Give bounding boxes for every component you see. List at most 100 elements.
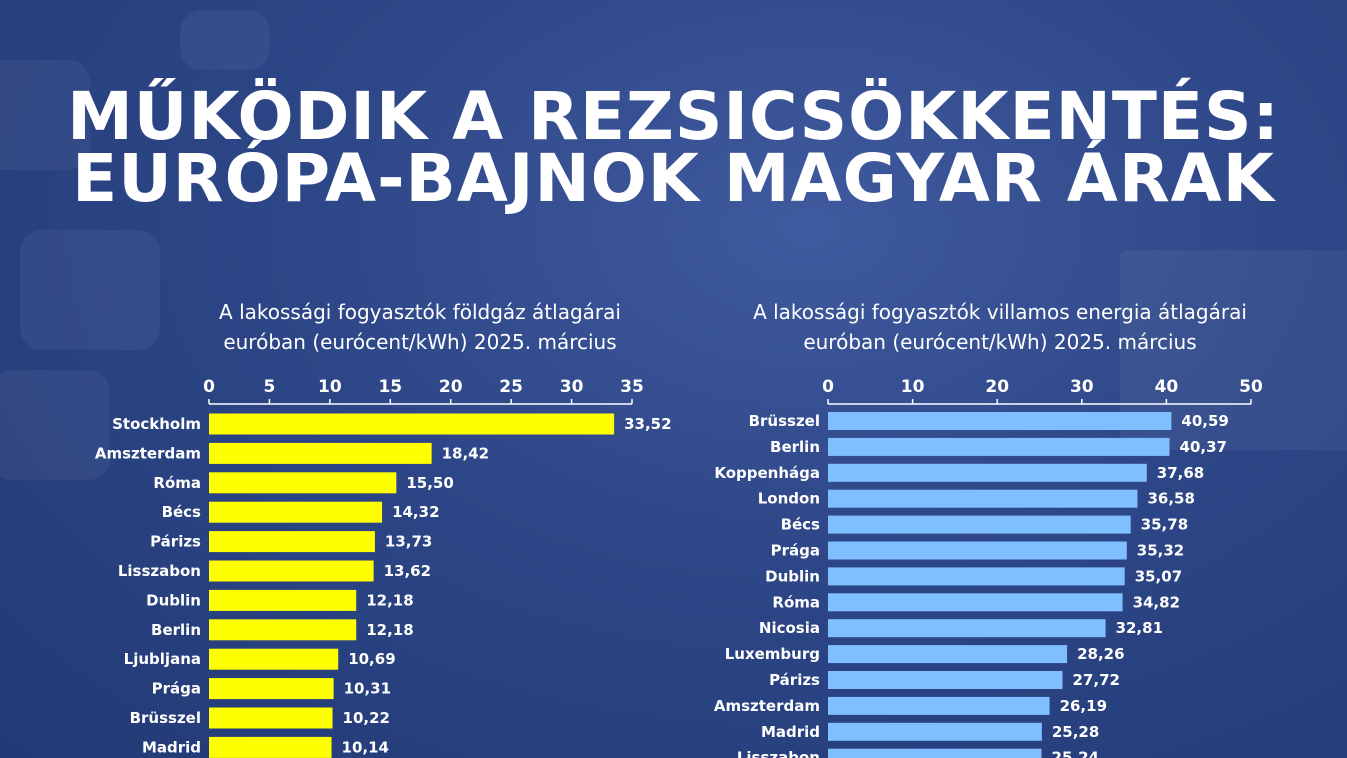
electricity-tick-label: 20 (985, 377, 1009, 397)
gas-value-label: 13,62 (384, 562, 431, 580)
gas-tick-label: 30 (560, 377, 584, 397)
electricity-bar (828, 645, 1068, 664)
electricity-category-label: London (758, 490, 820, 508)
gas-value-label: 14,32 (392, 503, 439, 521)
gas-tick-label: 5 (264, 377, 276, 397)
gas-category-label: Stockholm (112, 415, 201, 433)
electricity-category-label: Koppenhága (714, 464, 820, 482)
gas-value-label: 13,73 (385, 533, 432, 551)
background-decoration (180, 10, 270, 70)
gas-tick-label: 15 (378, 377, 402, 397)
electricity-bar (828, 722, 1042, 741)
electricity-bar (828, 748, 1042, 758)
gas-value-label: 12,18 (366, 591, 413, 609)
electricity-bar (828, 593, 1123, 612)
electricity-value-label: 35,32 (1137, 542, 1184, 560)
electricity-bar (828, 437, 1170, 456)
electricity-bar (828, 567, 1125, 586)
electricity-value-label: 37,68 (1157, 464, 1204, 482)
electricity-tick-label: 40 (1155, 377, 1179, 397)
electricity-bar (828, 489, 1138, 508)
gas-tick-label: 10 (318, 377, 342, 397)
gas-bar (209, 736, 332, 758)
electricity-value-label: 36,58 (1147, 490, 1194, 508)
gas-category-label: Berlin (151, 621, 201, 639)
page-title: MŰKÖDIK A REZSICSÖKKENTÉS: EURÓPA-BAJNOK… (0, 78, 1347, 217)
electricity-category-label: Nicosia (759, 619, 820, 637)
electricity-value-label: 25,24 (1052, 749, 1099, 758)
electricity-category-label: Luxemburg (725, 645, 820, 663)
gas-value-label: 10,22 (343, 709, 390, 727)
gas-bar (209, 442, 432, 464)
electricity-chart-subtitle: A lakossági fogyasztók villamos energia … (700, 297, 1300, 357)
electricity-category-label: Párizs (769, 671, 820, 689)
gas-chart-subtitle: A lakossági fogyasztók földgáz átlagárai… (120, 297, 720, 357)
gas-bar (209, 678, 334, 700)
electricity-bar (828, 619, 1106, 638)
gas-value-label: 15,50 (406, 474, 453, 492)
gas-bar (209, 413, 615, 435)
electricity-tick-label: 50 (1239, 377, 1263, 397)
electricity-value-label: 34,82 (1133, 593, 1180, 611)
electricity-subtitle-line-2: euróban (eurócent/kWh) 2025. március (803, 330, 1197, 354)
electricity-price-chart: 0 10 20 30 40 50 Brüsszel 40,59 Berlin 40,37 Koppe… (714, 377, 1263, 758)
gas-category-label: Prága (152, 680, 201, 698)
electricity-bar (828, 696, 1050, 715)
gas-bar (209, 472, 397, 494)
gas-subtitle-line-2: euróban (eurócent/kWh) 2025. március (223, 330, 617, 354)
gas-tick-label: 0 (203, 377, 215, 397)
electricity-bar (828, 463, 1147, 482)
gas-tick-label: 35 (620, 377, 644, 397)
electricity-tick-label: 0 (822, 377, 834, 397)
gas-bar (209, 501, 383, 523)
gas-tick-label: 25 (499, 377, 523, 397)
gas-category-label: Bécs (162, 503, 201, 521)
gas-bar (209, 648, 339, 670)
gas-subtitle-line-1: A lakossági fogyasztók földgáz átlagárai (219, 300, 621, 324)
gas-bar (209, 531, 375, 553)
electricity-value-label: 26,19 (1060, 697, 1107, 715)
electricity-tick-label: 10 (901, 377, 925, 397)
electricity-category-label: Dublin (765, 567, 820, 585)
electricity-category-label: Bécs (781, 516, 820, 534)
gas-value-label: 12,18 (366, 621, 413, 639)
title-line-1: MŰKÖDIK A REZSICSÖKKENTÉS: (67, 78, 1280, 155)
electricity-subtitle-line-1: A lakossági fogyasztók villamos energia … (753, 300, 1247, 324)
electricity-bar (828, 541, 1127, 560)
gas-value-label: 10,31 (344, 680, 391, 698)
electricity-value-label: 32,81 (1116, 619, 1163, 637)
gas-value-label: 33,52 (624, 415, 671, 433)
gas-category-label: Brüsszel (130, 709, 201, 727)
electricity-category-label: Prága (771, 542, 820, 560)
electricity-category-label: Róma (772, 593, 820, 611)
electricity-value-label: 27,72 (1073, 671, 1120, 689)
gas-bar (209, 619, 357, 641)
electricity-bar (828, 412, 1172, 430)
electricity-category-label: Madrid (761, 723, 820, 741)
gas-value-label: 10,14 (342, 738, 389, 756)
electricity-category-label: Berlin (770, 438, 820, 456)
electricity-category-label: Brüsszel (749, 412, 820, 430)
electricity-tick-label: 30 (1070, 377, 1094, 397)
gas-category-label: Lisszabon (118, 562, 201, 580)
gas-bar (209, 560, 374, 582)
electricity-value-label: 35,78 (1141, 516, 1188, 534)
electricity-value-label: 28,26 (1077, 645, 1124, 663)
background-decoration (20, 230, 160, 350)
gas-category-label: Ljubljana (124, 650, 201, 668)
gas-bar (209, 707, 333, 729)
gas-category-label: Dublin (146, 591, 201, 609)
title-line-2: EURÓPA-BAJNOK MAGYAR ÁRAK (72, 140, 1275, 217)
electricity-value-label: 40,59 (1181, 412, 1228, 430)
electricity-value-label: 40,37 (1180, 438, 1227, 456)
gas-bar (209, 589, 357, 611)
gas-value-label: 10,69 (348, 650, 395, 668)
electricity-value-label: 25,28 (1052, 723, 1099, 741)
gas-value-label: 18,42 (442, 444, 489, 462)
gas-category-label: Párizs (150, 533, 201, 551)
gas-category-label: Madrid (142, 738, 201, 756)
background-decoration (0, 60, 90, 170)
electricity-bar (828, 515, 1131, 534)
gas-category-label: Róma (153, 474, 201, 492)
